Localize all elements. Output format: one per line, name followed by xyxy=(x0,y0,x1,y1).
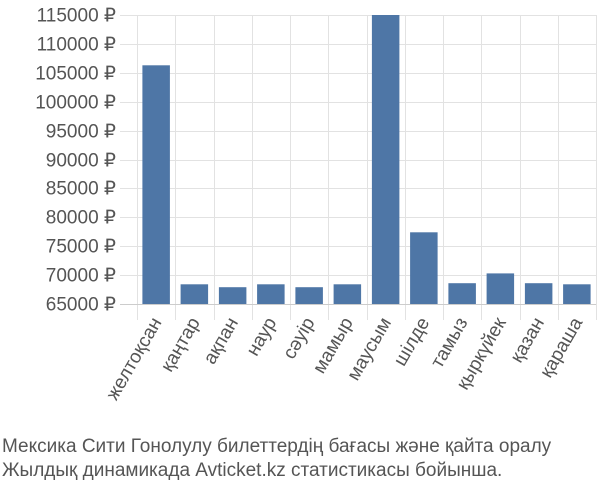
x-tick-label: ақпан xyxy=(200,314,243,368)
y-tick-label: 80000 ₽ xyxy=(46,208,116,229)
y-tick-label: 75000 ₽ xyxy=(46,237,116,258)
bar xyxy=(180,284,209,304)
x-tick-label: сәуір xyxy=(279,314,319,363)
y-tick-label: 105000 ₽ xyxy=(35,64,116,85)
caption-line-2: Жылдық динамикада Avticket.kz статистика… xyxy=(2,460,503,481)
y-tick-label: 110000 ₽ xyxy=(37,35,116,56)
bar xyxy=(486,273,515,304)
bars xyxy=(142,15,591,304)
y-tick-label: 65000 ₽ xyxy=(46,295,116,316)
bar xyxy=(410,232,438,304)
bar xyxy=(333,284,362,304)
bar xyxy=(218,287,247,304)
gridlines xyxy=(120,15,597,320)
y-tick-label: 90000 ₽ xyxy=(46,151,116,172)
y-tick-labels: 65000 ₽ 70000 ₽ 75000 ₽ 80000 ₽ 85000 ₽ 90000… xyxy=(35,6,116,316)
y-tick-label: 100000 ₽ xyxy=(35,93,116,114)
bar xyxy=(448,283,476,304)
bar xyxy=(295,287,323,304)
y-tick-label: 85000 ₽ xyxy=(46,179,116,200)
x-tick-label: наур xyxy=(243,314,282,360)
bar xyxy=(371,15,400,304)
y-tick-label: 95000 ₽ xyxy=(46,122,116,143)
x-tick-label: желтоқсан xyxy=(102,314,166,404)
bar xyxy=(563,284,591,304)
bar xyxy=(524,283,553,304)
y-tick-label: 115000 ₽ xyxy=(37,6,116,27)
bar xyxy=(257,284,285,304)
bar xyxy=(142,65,170,304)
y-tick-label: 70000 ₽ xyxy=(46,266,116,287)
caption-line-1: Мексика Сити Гонолулу билеттердің бағасы… xyxy=(2,436,552,457)
